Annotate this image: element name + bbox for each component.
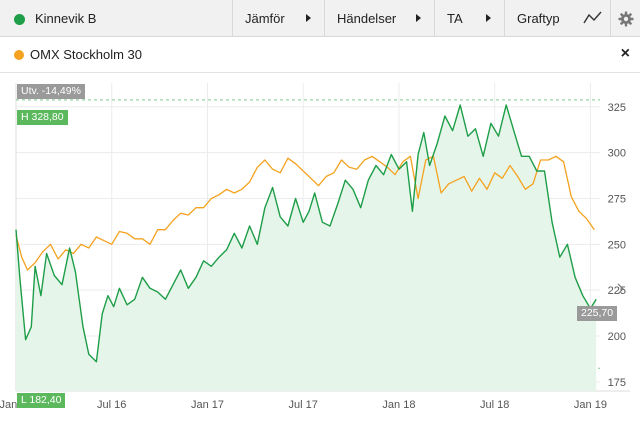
compare-color-dot <box>14 50 24 60</box>
x-tick-label: Jul 16 <box>97 399 126 411</box>
chart-type-label: Graftyp <box>517 11 560 26</box>
y-tick-label: 325 <box>608 102 626 114</box>
events-button[interactable]: Händelser <box>324 0 434 37</box>
omx-line <box>15 155 595 271</box>
x-tick-label: Jul 17 <box>289 399 318 411</box>
comparison-bar: OMX Stockholm 30 × <box>0 37 640 73</box>
y-tick-label: 275 <box>608 194 626 206</box>
caret-right-icon <box>416 14 421 22</box>
compare-label: Jämför <box>245 11 285 26</box>
line-chart-icon <box>583 11 602 24</box>
change-badge: Utv. -14,49% <box>17 84 85 99</box>
instrument-color-dot <box>14 14 25 26</box>
x-tick-label: Jan 19 <box>574 399 607 411</box>
close-icon[interactable]: × <box>620 45 630 62</box>
x-tick-label: Jul 18 <box>480 399 509 411</box>
last-price-badge: 225,70 <box>577 306 618 321</box>
x-tick-label: Jan 18 <box>382 399 415 411</box>
kinnevik-line <box>15 104 597 363</box>
last-price-marker <box>617 283 624 295</box>
chart-toolbar: Kinnevik B Jämför Händelser TA Graftyp <box>0 0 640 37</box>
y-tick-label: 250 <box>608 239 626 251</box>
y-tick-label: 200 <box>608 331 626 343</box>
low-badge: L 182,40 <box>17 393 66 408</box>
gear-icon <box>618 11 634 27</box>
compare-button[interactable]: Jämför <box>232 0 324 37</box>
instrument-name: Kinnevik B <box>35 11 97 26</box>
events-label: Händelser <box>337 11 397 26</box>
compare-index-name: OMX Stockholm 30 <box>30 47 142 62</box>
settings-button[interactable] <box>610 0 640 37</box>
instrument-selector[interactable]: Kinnevik B <box>0 0 232 37</box>
caret-right-icon <box>486 14 491 22</box>
ta-button[interactable]: TA <box>434 0 504 37</box>
kinnevik-area <box>16 105 597 391</box>
chart-type-button[interactable]: Graftyp <box>504 0 610 37</box>
x-tick-label: Jan 17 <box>191 399 224 411</box>
y-tick-label: 300 <box>608 148 626 160</box>
high-badge: H 328,80 <box>17 110 68 125</box>
caret-right-icon <box>306 14 311 22</box>
y-tick-label: 225 <box>608 285 626 297</box>
ta-label: TA <box>447 11 463 26</box>
y-tick-label: 175 <box>608 377 626 389</box>
